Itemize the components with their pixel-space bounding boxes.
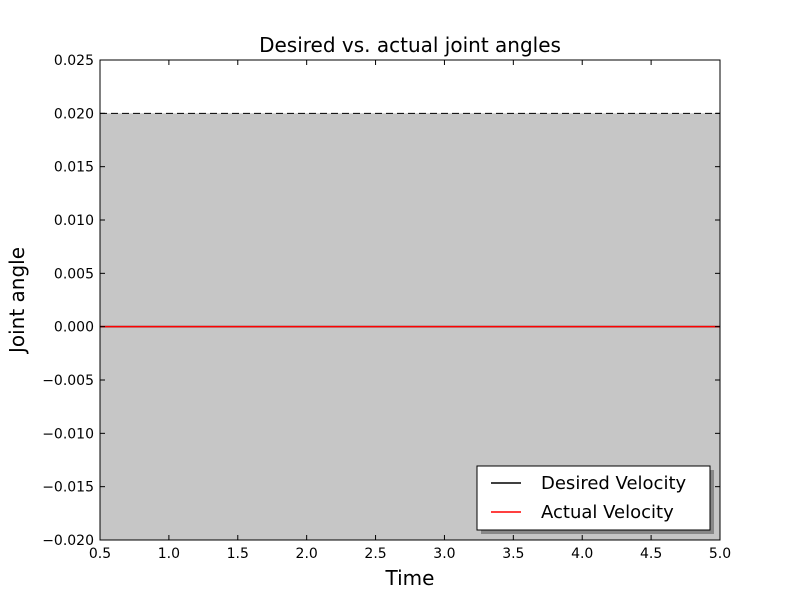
- x-tick-label: 1.0: [158, 546, 180, 562]
- x-tick-label: 3.5: [502, 546, 524, 562]
- x-tick-label: 2.5: [364, 546, 386, 562]
- legend-entry-label: Desired Velocity: [541, 473, 686, 494]
- legend: Desired Velocity Actual Velocity: [476, 465, 714, 534]
- y-tick-label: 0.020: [54, 106, 94, 122]
- y-tick-label: 0.000: [54, 320, 94, 336]
- y-tick-label: −0.020: [42, 533, 94, 549]
- x-tick-label: 5.0: [709, 546, 731, 562]
- y-axis-label: Joint angle: [5, 247, 29, 355]
- y-tick-label: 0.025: [54, 53, 94, 69]
- x-tick-label: 0.5: [89, 546, 111, 562]
- plot-frame: [99, 59, 721, 541]
- x-tick-label: 4.0: [571, 546, 593, 562]
- legend-box: [476, 465, 711, 531]
- y-tick-label: 0.015: [54, 160, 94, 176]
- y-tick-label: −0.005: [42, 373, 94, 389]
- y-tick-label: 0.010: [54, 213, 94, 229]
- x-axis-label: Time: [385, 566, 435, 590]
- chart-title: Desired vs. actual joint angles: [259, 33, 561, 57]
- y-tick-label: 0.005: [54, 266, 94, 282]
- x-tick-label: 1.5: [227, 546, 249, 562]
- x-tick-label: 2.0: [296, 546, 318, 562]
- legend-entry-label: Actual Velocity: [541, 502, 674, 523]
- x-tick-label: 4.5: [640, 546, 662, 562]
- y-tick-label: −0.010: [42, 426, 94, 442]
- x-tick-label: 3.0: [433, 546, 455, 562]
- plot-area: 0.5 1.0 1.5 2.0 2.5 3.0 3.5 4.0 4.5 5.0 −0.020 −0.0…: [42, 53, 731, 562]
- y-tick-label: −0.015: [42, 480, 94, 496]
